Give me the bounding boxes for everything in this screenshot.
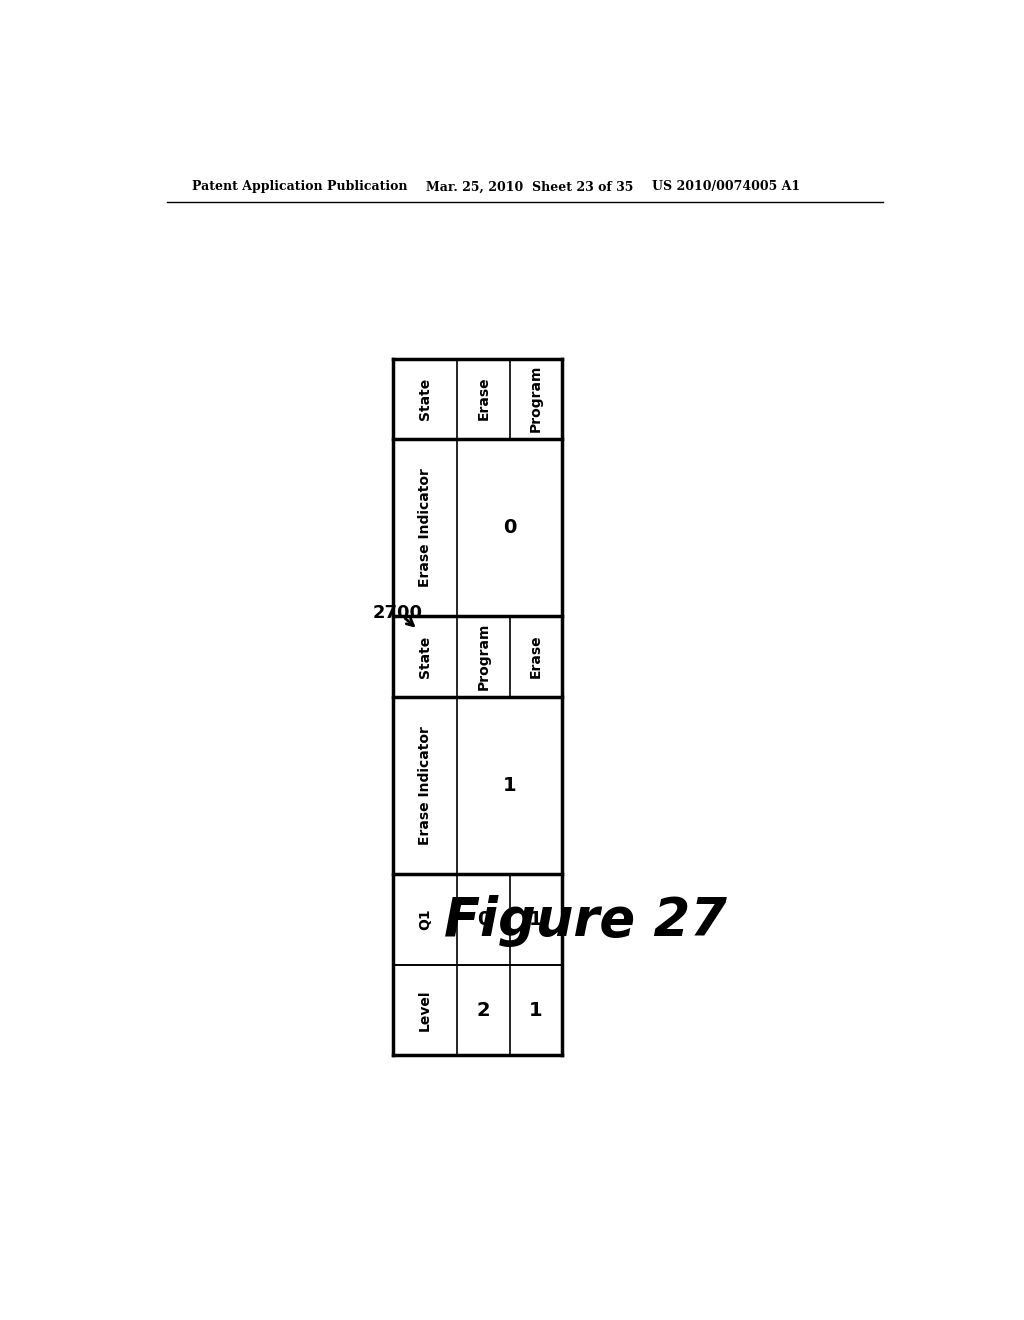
Text: Erase Indicator: Erase Indicator [418,469,432,587]
Text: 0: 0 [503,517,516,537]
Text: Erase: Erase [476,376,490,421]
Text: 0: 0 [477,909,490,929]
Text: 1: 1 [529,909,543,929]
Text: Program: Program [476,623,490,690]
Text: Program: Program [528,366,543,433]
Text: Q1: Q1 [418,908,432,931]
Text: State: State [418,378,432,420]
Text: Mar. 25, 2010  Sheet 23 of 35: Mar. 25, 2010 Sheet 23 of 35 [426,181,634,194]
Text: Patent Application Publication: Patent Application Publication [191,181,408,194]
Text: US 2010/0074005 A1: US 2010/0074005 A1 [652,181,800,194]
Text: 2: 2 [476,1001,490,1019]
Text: 2700: 2700 [373,603,423,622]
Text: Level: Level [418,990,432,1031]
Text: 1: 1 [503,776,516,795]
Text: Erase Indicator: Erase Indicator [418,726,432,845]
Text: Figure 27: Figure 27 [443,895,727,946]
Text: 1: 1 [529,1001,543,1019]
Text: State: State [418,635,432,677]
Text: Erase: Erase [528,635,543,678]
